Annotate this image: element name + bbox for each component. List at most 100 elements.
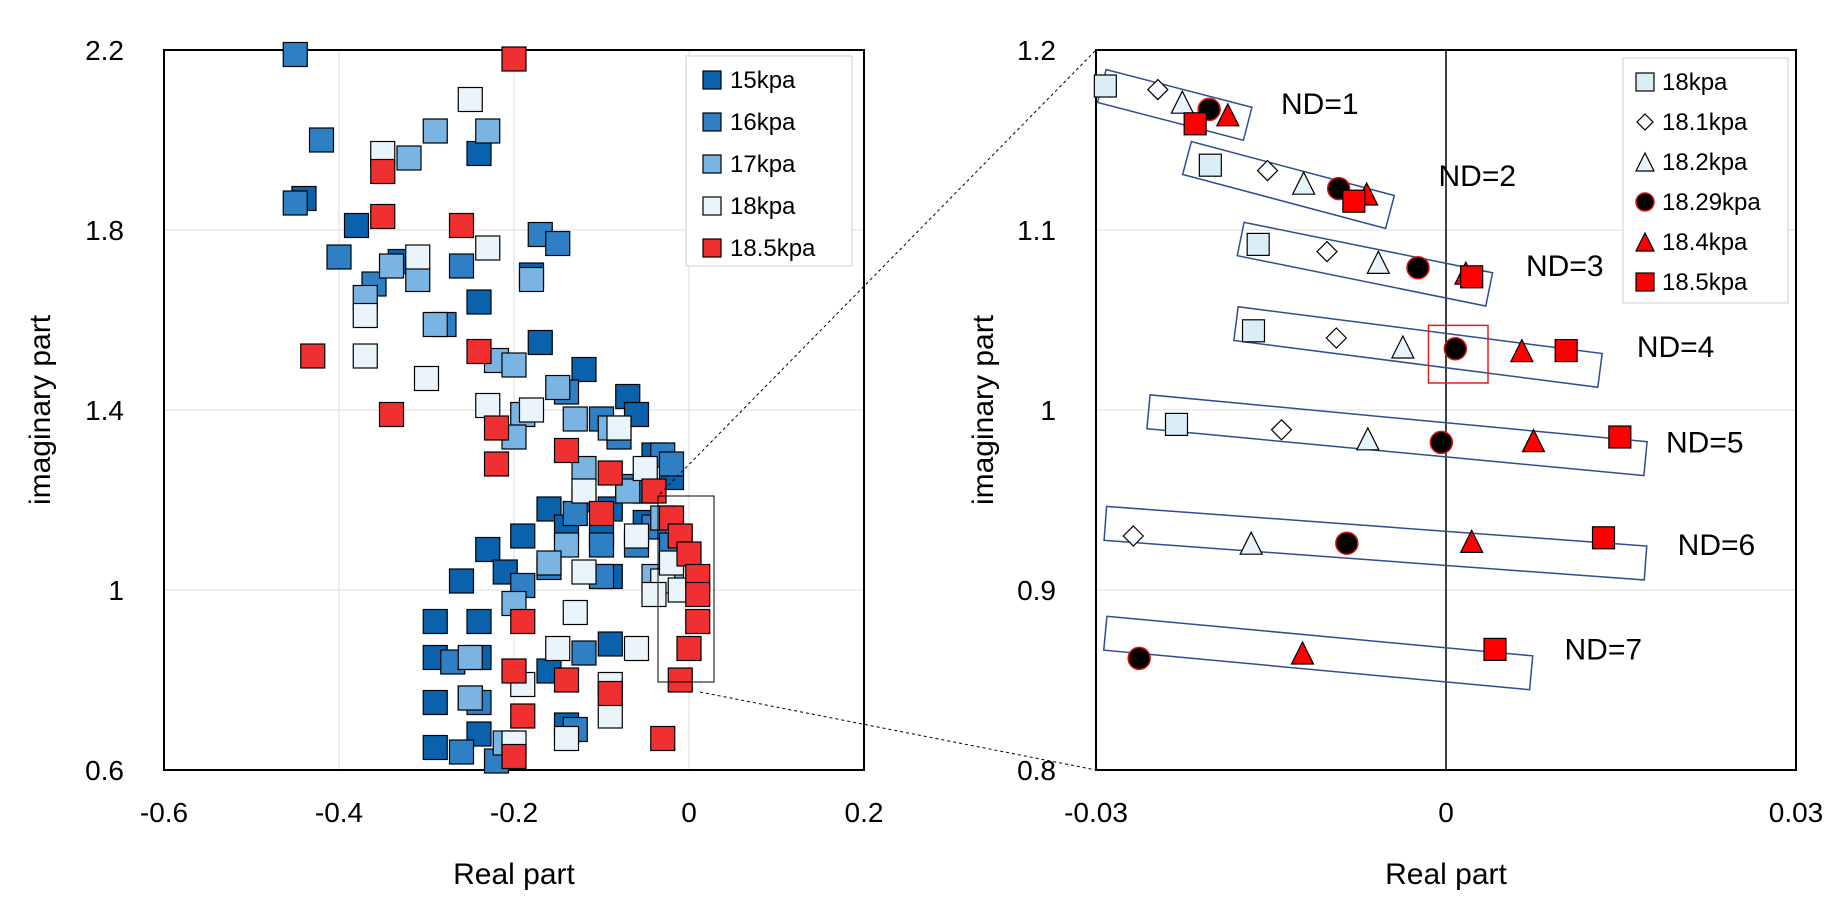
data-point-18.2kpa <box>1170 89 1195 114</box>
y-tick-label: 0.8 <box>1017 755 1056 786</box>
right-nd-labels: ND=1 ND=2 ND=3 ND=4 ND=5 ND=6 ND=7 <box>1281 88 1755 666</box>
data-point-16kpa <box>326 244 352 270</box>
data-point-18kpa <box>1164 412 1189 436</box>
data-point-18kpa <box>475 235 501 261</box>
data-point-18.5kpa <box>370 158 396 185</box>
nd-group-box-3 <box>1236 221 1494 307</box>
x-tick-label: -0.6 <box>140 797 188 828</box>
x-tick-label: -0.4 <box>315 797 363 828</box>
data-point-18.4kpa <box>1521 428 1546 453</box>
legend-label: 18.29kpa <box>1662 189 1761 216</box>
nd-group-box-7 <box>1102 615 1534 691</box>
data-point-18.4kpa <box>1509 338 1534 363</box>
data-point-15kpa <box>475 536 501 563</box>
data-point-16kpa <box>448 739 475 765</box>
y-tick-label: 1.4 <box>85 395 124 426</box>
data-point-16kpa <box>308 127 335 153</box>
data-point-18kpa <box>1093 74 1117 98</box>
data-point-17kpa <box>545 374 571 401</box>
left-scatter-chart: 0.6 1 1.4 1.8 2.2 -0.6 -0.4 -0.2 0 0.2 Real part… <box>24 35 883 891</box>
data-point-16kpa <box>545 230 571 257</box>
data-point-18.2kpa <box>1239 530 1264 555</box>
data-point-18kpa <box>571 478 597 504</box>
data-point-18.1kpa <box>1122 525 1145 547</box>
data-point-17kpa <box>501 352 527 378</box>
legend-marker-17kpa <box>702 154 722 174</box>
data-point-15kpa <box>510 523 536 549</box>
data-point-18kpa <box>597 703 623 729</box>
data-point-18kpa <box>475 392 501 419</box>
data-point-15kpa <box>422 734 448 761</box>
legend-marker-18.5kpa <box>702 238 722 258</box>
y-tick-label: 1.1 <box>1017 215 1056 246</box>
y-tick-label: 1 <box>1040 395 1056 426</box>
data-point-18kpa <box>623 523 650 549</box>
data-point-18kpa <box>518 397 545 423</box>
data-point-15kpa <box>527 329 553 356</box>
data-point-18.5kpa <box>1554 339 1578 363</box>
nd-label: ND=3 <box>1526 250 1604 283</box>
data-point-17kpa <box>457 644 483 671</box>
legend-label: 16kpa <box>730 109 796 136</box>
zoom-connector-bottom <box>699 691 1097 771</box>
right-y-tick-labels: 0.8 0.9 1 1.1 1.2 <box>1017 35 1056 786</box>
data-point-18.5kpa <box>510 608 536 635</box>
nd-label: ND=5 <box>1666 426 1744 459</box>
data-point-18.5kpa <box>448 212 475 239</box>
data-point-18kpa <box>545 635 571 662</box>
data-point-18.2kpa <box>1355 426 1380 451</box>
data-point-18kpa <box>352 343 378 369</box>
left-x-tick-labels: -0.6 -0.4 -0.2 0 0.2 <box>140 797 884 828</box>
data-point-18kpa <box>571 559 597 585</box>
data-point-18kpa <box>641 581 667 608</box>
data-point-17kpa <box>536 550 562 576</box>
data-point-18kpa <box>623 635 650 662</box>
nd-label: ND=6 <box>1678 529 1756 562</box>
legend-label: 18.2kpa <box>1662 149 1748 176</box>
data-point-18.5kpa <box>300 343 326 369</box>
left-y-axis-title: imaginary part <box>24 314 57 505</box>
legend-marker-18.4kpa <box>1635 231 1655 252</box>
legend-label: 18.5kpa <box>1662 269 1748 296</box>
y-tick-label: 0.9 <box>1017 575 1056 606</box>
data-point-16kpa <box>562 500 588 527</box>
data-point-18.1kpa <box>1270 418 1293 441</box>
data-point-17kpa <box>396 145 422 171</box>
data-point-17kpa <box>422 118 448 144</box>
data-point-18kpa <box>553 725 580 752</box>
legend-marker-18kpa <box>702 196 722 216</box>
data-point-18.29kpa <box>1429 430 1454 455</box>
y-tick-label: 1 <box>108 575 124 606</box>
right-points <box>1093 74 1632 671</box>
highlight-box <box>1427 324 1489 384</box>
data-point-18.5kpa <box>501 46 527 72</box>
nd-group-box-2 <box>1181 140 1396 230</box>
data-point-18.5kpa <box>676 541 702 567</box>
right-x-tick-labels: -0.03 0 0.03 <box>1064 797 1823 828</box>
data-point-15kpa <box>343 212 370 239</box>
data-point-18.2kpa <box>1366 250 1391 274</box>
data-point-15kpa <box>466 608 492 635</box>
data-point-18.29kpa <box>1335 531 1359 555</box>
data-point-18.5kpa <box>1460 265 1484 289</box>
data-point-18.4kpa <box>1215 102 1240 127</box>
data-point-15kpa <box>466 140 492 167</box>
legend-marker-15kpa <box>702 70 722 90</box>
legend-label: 17kpa <box>730 151 796 178</box>
data-point-18kpa <box>632 455 658 482</box>
data-point-18.5kpa <box>378 401 405 428</box>
data-point-18.5kpa <box>597 680 623 707</box>
data-point-16kpa <box>658 451 685 477</box>
data-point-16kpa <box>571 640 597 666</box>
data-point-17kpa <box>518 266 545 293</box>
left-legend: 15kpa 16kpa 17kpa 18kpa 18.5kpa <box>685 55 853 267</box>
data-point-18.1kpa <box>1256 159 1279 182</box>
data-point-16kpa <box>282 190 308 216</box>
data-point-18.5kpa <box>483 451 510 477</box>
left-y-tick-labels: 0.6 1 1.4 1.8 2.2 <box>85 35 124 786</box>
data-point-18.5kpa <box>588 500 615 527</box>
left-points <box>282 41 711 774</box>
data-point-18.5kpa <box>597 460 623 486</box>
data-point-17kpa <box>562 406 588 432</box>
data-point-18kpa <box>413 365 440 392</box>
